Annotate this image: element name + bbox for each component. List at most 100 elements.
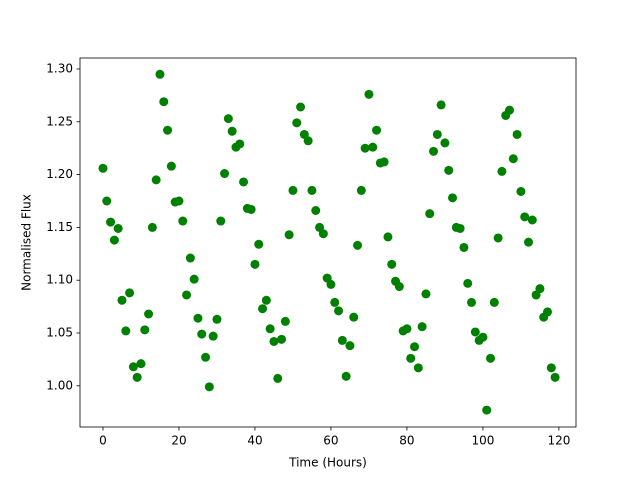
point — [353, 240, 363, 250]
point — [227, 126, 237, 136]
point — [125, 288, 135, 298]
point — [440, 138, 450, 148]
point — [341, 371, 351, 381]
point — [269, 336, 279, 346]
point — [235, 139, 245, 149]
y-tick-label: 1.15 — [46, 220, 73, 234]
point — [326, 279, 336, 289]
x-tick-label: 80 — [399, 434, 414, 448]
point — [493, 233, 503, 243]
point — [159, 97, 169, 107]
y-tick-label: 1.05 — [46, 326, 73, 340]
point — [182, 290, 192, 300]
point — [193, 313, 203, 323]
point — [463, 278, 473, 288]
point — [166, 161, 176, 171]
y-tick-label: 1.25 — [46, 114, 73, 128]
point — [478, 332, 488, 342]
point — [421, 289, 431, 299]
point — [311, 206, 321, 216]
x-tick-label: 20 — [171, 434, 186, 448]
point — [155, 69, 165, 79]
point — [524, 237, 534, 247]
point — [174, 196, 184, 206]
point — [273, 373, 283, 383]
y-axis-label: Normalised Flux — [20, 194, 34, 291]
point — [543, 307, 553, 317]
point — [360, 143, 370, 153]
point — [178, 216, 188, 226]
point — [144, 309, 154, 319]
point — [288, 185, 298, 195]
point — [508, 154, 518, 164]
point — [201, 352, 211, 362]
point — [417, 322, 427, 332]
x-tick-label: 40 — [247, 434, 262, 448]
point — [296, 102, 306, 112]
point — [163, 125, 173, 135]
point — [284, 230, 294, 240]
point — [448, 193, 458, 203]
point — [330, 297, 340, 307]
point — [318, 229, 328, 239]
point — [246, 204, 256, 214]
point — [546, 363, 556, 373]
point — [520, 212, 530, 222]
point — [151, 175, 161, 185]
point — [128, 362, 138, 372]
point — [387, 259, 397, 269]
point — [470, 327, 480, 337]
point — [334, 306, 344, 316]
point — [337, 335, 347, 345]
point — [512, 129, 522, 139]
point — [368, 142, 378, 152]
point — [106, 217, 116, 227]
x-tick-label: 100 — [471, 434, 494, 448]
point — [280, 316, 290, 326]
point — [364, 89, 374, 99]
point — [136, 359, 146, 369]
point — [436, 100, 446, 110]
point — [413, 363, 423, 373]
point — [406, 353, 416, 363]
point — [212, 314, 222, 324]
point — [349, 312, 359, 322]
point — [394, 282, 404, 292]
plot-frame — [79, 57, 577, 428]
point — [527, 215, 537, 225]
point — [239, 177, 249, 187]
point — [189, 274, 199, 284]
point — [497, 166, 507, 176]
point — [505, 105, 515, 115]
x-tick-label: 60 — [323, 434, 338, 448]
point — [220, 169, 230, 179]
point — [277, 334, 287, 344]
point — [516, 186, 526, 196]
point — [482, 405, 492, 415]
point — [550, 372, 560, 382]
point — [265, 324, 275, 334]
point — [489, 297, 499, 307]
point — [185, 253, 195, 263]
point — [98, 163, 108, 173]
point — [113, 223, 123, 233]
point — [292, 118, 302, 128]
point — [410, 342, 420, 352]
point — [486, 353, 496, 363]
point — [425, 209, 435, 219]
point — [535, 284, 545, 294]
point — [147, 222, 157, 232]
point — [197, 329, 207, 339]
point — [250, 259, 260, 269]
point — [402, 324, 412, 334]
y-tick-label: 1.10 — [46, 273, 73, 287]
point — [102, 196, 112, 206]
point — [140, 325, 150, 335]
point — [444, 165, 454, 175]
point — [254, 239, 264, 249]
point — [432, 129, 442, 139]
point — [455, 223, 465, 233]
point — [117, 295, 127, 305]
